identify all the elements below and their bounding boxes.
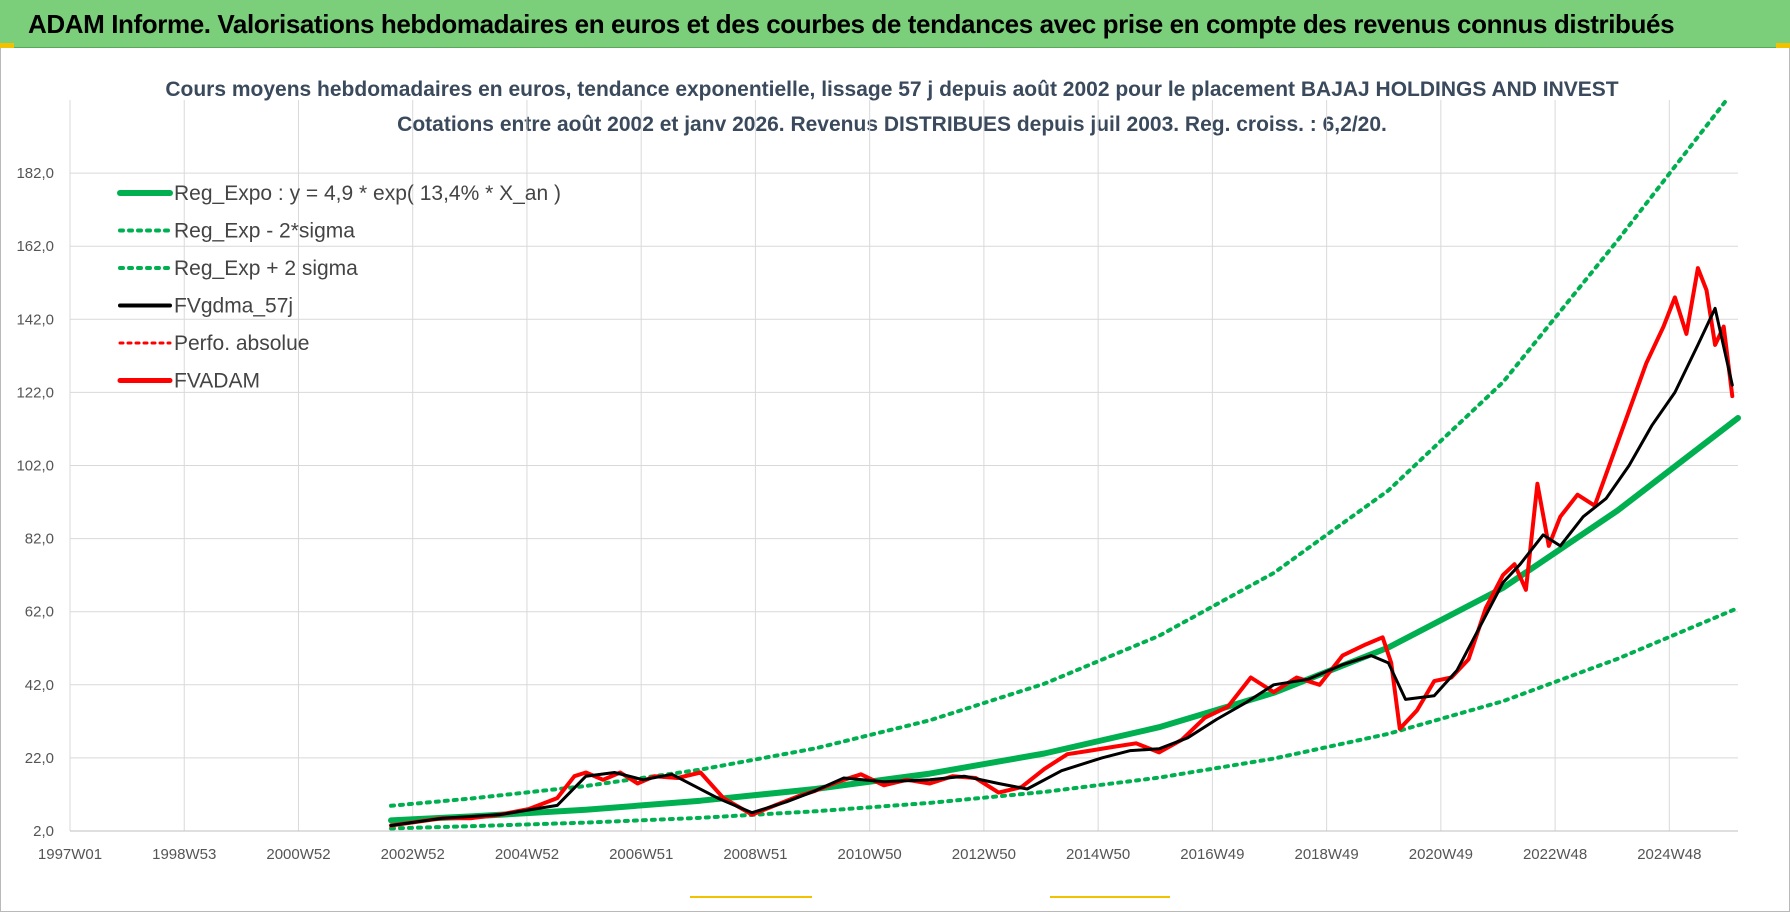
x-tick-label: 2002W52: [381, 846, 445, 863]
report-banner: ADAM Informe. Valorisations hebdomadaire…: [0, 0, 1790, 48]
legend-label: Reg_Exp + 2 sigma: [174, 257, 358, 280]
x-tick-label: 2020W49: [1409, 846, 1473, 863]
chart-subtitle: Cotations entre août 2002 et janv 2026. …: [397, 113, 1387, 136]
y-tick-label: 42,0: [25, 677, 54, 694]
y-tick-label: 142,0: [16, 311, 54, 328]
x-tick-label: 2000W52: [266, 846, 330, 863]
fvadam-line: [389, 266, 1735, 828]
y-tick-label: 122,0: [16, 384, 54, 401]
x-tick-label: 2024W48: [1637, 846, 1701, 863]
y-tick-label: 102,0: [16, 458, 54, 475]
corner-mark-top-left: [0, 43, 14, 48]
y-tick-label: 2,0: [33, 823, 54, 840]
report-title: ADAM Informe. Valorisations hebdomadaire…: [28, 9, 1675, 39]
x-tick-label: 2004W52: [495, 846, 559, 863]
x-tick-label: 1997W01: [38, 846, 102, 863]
x-tick-label: 2014W50: [1066, 846, 1130, 863]
legend-label: Reg_Expo : y = 4,9 * exp( 13,4% * X_an ): [174, 182, 561, 205]
x-axis: 1997W01 1998W53 2000W52 2002W52 2004W52 2006W…: [38, 830, 1738, 863]
chart-title: Cours moyens hebdomadaires en euros, ten…: [165, 78, 1618, 101]
legend-label: FVADAM: [174, 370, 260, 393]
x-tick-label: 2006W51: [609, 846, 673, 863]
legend-label: Perfo. absolue: [174, 332, 309, 355]
x-tick-label: 2016W49: [1180, 846, 1244, 863]
y-axis: 2,0 22,0 42,0 62,0 82,0 102,0 122,0 142,0 162,0 1…: [16, 165, 54, 840]
grid: [69, 100, 1738, 832]
footer-mark-left: [690, 896, 812, 898]
x-tick-label: 2018W49: [1295, 846, 1359, 863]
upper-band-line: [389, 98, 1729, 808]
regression-line: [388, 415, 1741, 824]
legend-label: Reg_Exp - 2*sigma: [174, 220, 355, 243]
y-tick-label: 62,0: [25, 604, 54, 621]
corner-mark-top-right: [1776, 43, 1790, 48]
x-tick-label: 2012W50: [952, 846, 1016, 863]
plot-area: [388, 98, 1741, 831]
x-tick-label: 2010W50: [838, 846, 902, 863]
y-tick-label: 22,0: [25, 750, 54, 767]
legend-label: FVgdma_57j: [174, 295, 293, 318]
y-tick-label: 162,0: [16, 238, 54, 255]
legend: Reg_Expo : y = 4,9 * exp( 13,4% * X_an )…: [117, 182, 561, 393]
y-tick-label: 182,0: [16, 165, 54, 182]
y-tick-label: 82,0: [25, 531, 54, 548]
x-tick-label: 2008W51: [723, 846, 787, 863]
x-tick-label: 1998W53: [152, 846, 216, 863]
lower-band-line: [389, 606, 1740, 831]
x-tick-label: 2022W48: [1523, 846, 1587, 863]
footer-mark-right: [1050, 896, 1170, 898]
fvgdma-line: [389, 306, 1734, 827]
